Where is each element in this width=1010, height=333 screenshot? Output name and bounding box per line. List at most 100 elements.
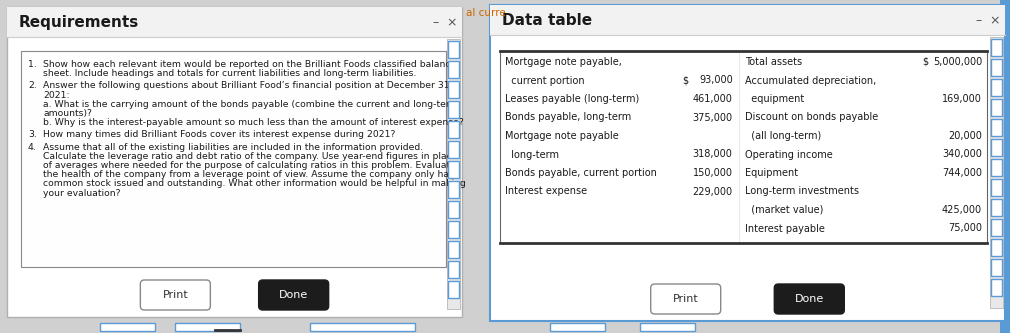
- Text: Long-term investments: Long-term investments: [744, 186, 858, 196]
- Bar: [448, 81, 459, 98]
- Bar: [448, 261, 459, 278]
- Text: 2.: 2.: [28, 81, 36, 90]
- Text: 375,000: 375,000: [693, 113, 732, 123]
- Text: Discount on bonds payable: Discount on bonds payable: [744, 113, 878, 123]
- Text: Operating income: Operating income: [744, 150, 832, 160]
- Text: 93,000: 93,000: [699, 76, 732, 86]
- Text: Done: Done: [279, 290, 308, 300]
- Text: Equipment: Equipment: [744, 168, 798, 178]
- Text: sheet. Include headings and totals for current liabilities and long-term liabili: sheet. Include headings and totals for c…: [43, 69, 416, 78]
- Bar: [448, 41, 459, 58]
- Bar: [990, 37, 1003, 308]
- Text: 2021:: 2021:: [43, 91, 70, 100]
- Text: (market value): (market value): [744, 205, 823, 215]
- Bar: [448, 221, 459, 238]
- Text: 4.: 4.: [28, 143, 36, 152]
- Text: ×: ×: [446, 16, 458, 29]
- Bar: [448, 281, 459, 298]
- FancyBboxPatch shape: [140, 280, 210, 310]
- Text: –: –: [976, 14, 982, 27]
- Text: 425,000: 425,000: [942, 205, 982, 215]
- Bar: [448, 101, 459, 118]
- Bar: [490, 5, 1005, 35]
- Text: a. What is the carrying amount of the bonds payable (combine the current and lon: a. What is the carrying amount of the bo…: [43, 100, 459, 109]
- Bar: [448, 141, 459, 158]
- Bar: [448, 201, 459, 218]
- Text: Mortgage note payable: Mortgage note payable: [505, 131, 619, 141]
- Text: of averages where needed for the purpose of calculating ratios in this problem. : of averages where needed for the purpose…: [43, 161, 456, 170]
- Text: 340,000: 340,000: [942, 150, 982, 160]
- Text: 1.: 1.: [28, 60, 36, 69]
- Text: amounts)?: amounts)?: [43, 109, 92, 118]
- Text: Leases payable (long-term): Leases payable (long-term): [505, 94, 639, 104]
- Text: –: –: [433, 16, 439, 29]
- Text: 150,000: 150,000: [693, 168, 732, 178]
- Bar: [991, 219, 1002, 236]
- Bar: [991, 39, 1002, 56]
- Text: 229,000: 229,000: [693, 186, 732, 196]
- FancyBboxPatch shape: [650, 284, 721, 314]
- Bar: [7, 7, 462, 317]
- Text: 461,000: 461,000: [693, 94, 732, 104]
- Text: equipment: equipment: [744, 94, 804, 104]
- FancyBboxPatch shape: [259, 280, 328, 310]
- Text: 5,000,000: 5,000,000: [933, 57, 982, 67]
- Text: al curre: al curre: [466, 8, 506, 18]
- Bar: [490, 5, 1005, 321]
- Text: (all long-term): (all long-term): [744, 131, 821, 141]
- Bar: [991, 279, 1002, 296]
- Text: 75,000: 75,000: [948, 223, 982, 233]
- Text: Mortgage note payable,: Mortgage note payable,: [505, 57, 622, 67]
- Bar: [1000, 0, 1010, 333]
- Text: $: $: [683, 76, 689, 86]
- Bar: [991, 259, 1002, 276]
- Bar: [991, 59, 1002, 76]
- Text: Assume that all of the existing liabilities are included in the information prov: Assume that all of the existing liabilit…: [43, 143, 423, 152]
- Text: Interest expense: Interest expense: [505, 186, 587, 196]
- Text: Bonds payable, long-term: Bonds payable, long-term: [505, 113, 631, 123]
- Text: 744,000: 744,000: [942, 168, 982, 178]
- Bar: [447, 39, 460, 309]
- Bar: [991, 119, 1002, 136]
- Bar: [991, 139, 1002, 156]
- Text: Accumulated depreciation,: Accumulated depreciation,: [744, 76, 876, 86]
- Bar: [991, 179, 1002, 196]
- Text: 3.: 3.: [28, 131, 36, 140]
- Text: Print: Print: [163, 290, 188, 300]
- Bar: [21, 51, 446, 267]
- Text: Show how each relevant item would be reported on the Brilliant Foods classified : Show how each relevant item would be rep…: [43, 60, 457, 69]
- Text: common stock issued and outstanding. What other information would be helpful in : common stock issued and outstanding. Wha…: [43, 179, 466, 188]
- Bar: [448, 161, 459, 178]
- Bar: [7, 7, 462, 37]
- Bar: [991, 199, 1002, 216]
- Bar: [550, 323, 605, 331]
- Bar: [991, 239, 1002, 256]
- Bar: [500, 51, 987, 243]
- Text: the health of the company from a leverage point of view. Assume the company only: the health of the company from a leverag…: [43, 170, 453, 179]
- Text: Calculate the leverage ratio and debt ratio of the company. Use year-end figures: Calculate the leverage ratio and debt ra…: [43, 152, 458, 161]
- Bar: [448, 61, 459, 78]
- Bar: [448, 121, 459, 138]
- Text: 20,000: 20,000: [948, 131, 982, 141]
- Bar: [991, 159, 1002, 176]
- Bar: [640, 323, 695, 331]
- Text: Bonds payable, current portion: Bonds payable, current portion: [505, 168, 656, 178]
- Text: Answer the following questions about Brilliant Food’s financial position at Dece: Answer the following questions about Bri…: [43, 81, 452, 90]
- Text: Print: Print: [673, 294, 699, 304]
- Bar: [175, 323, 240, 331]
- FancyBboxPatch shape: [775, 284, 844, 314]
- Bar: [991, 99, 1002, 116]
- Bar: [448, 241, 459, 258]
- Text: 318,000: 318,000: [693, 150, 732, 160]
- Text: current portion: current portion: [505, 76, 585, 86]
- Bar: [310, 323, 415, 331]
- Text: $: $: [922, 57, 928, 67]
- Bar: [991, 79, 1002, 96]
- Text: 169,000: 169,000: [942, 94, 982, 104]
- Text: Interest payable: Interest payable: [744, 223, 824, 233]
- Text: your evaluation?: your evaluation?: [43, 188, 120, 197]
- Text: How many times did Brilliant Foods cover its interest expense during 2021?: How many times did Brilliant Foods cover…: [43, 131, 395, 140]
- Text: Data table: Data table: [502, 13, 592, 28]
- Text: b. Why is the interest-payable amount so much less than the amount of interest e: b. Why is the interest-payable amount so…: [43, 118, 464, 127]
- Bar: [448, 181, 459, 198]
